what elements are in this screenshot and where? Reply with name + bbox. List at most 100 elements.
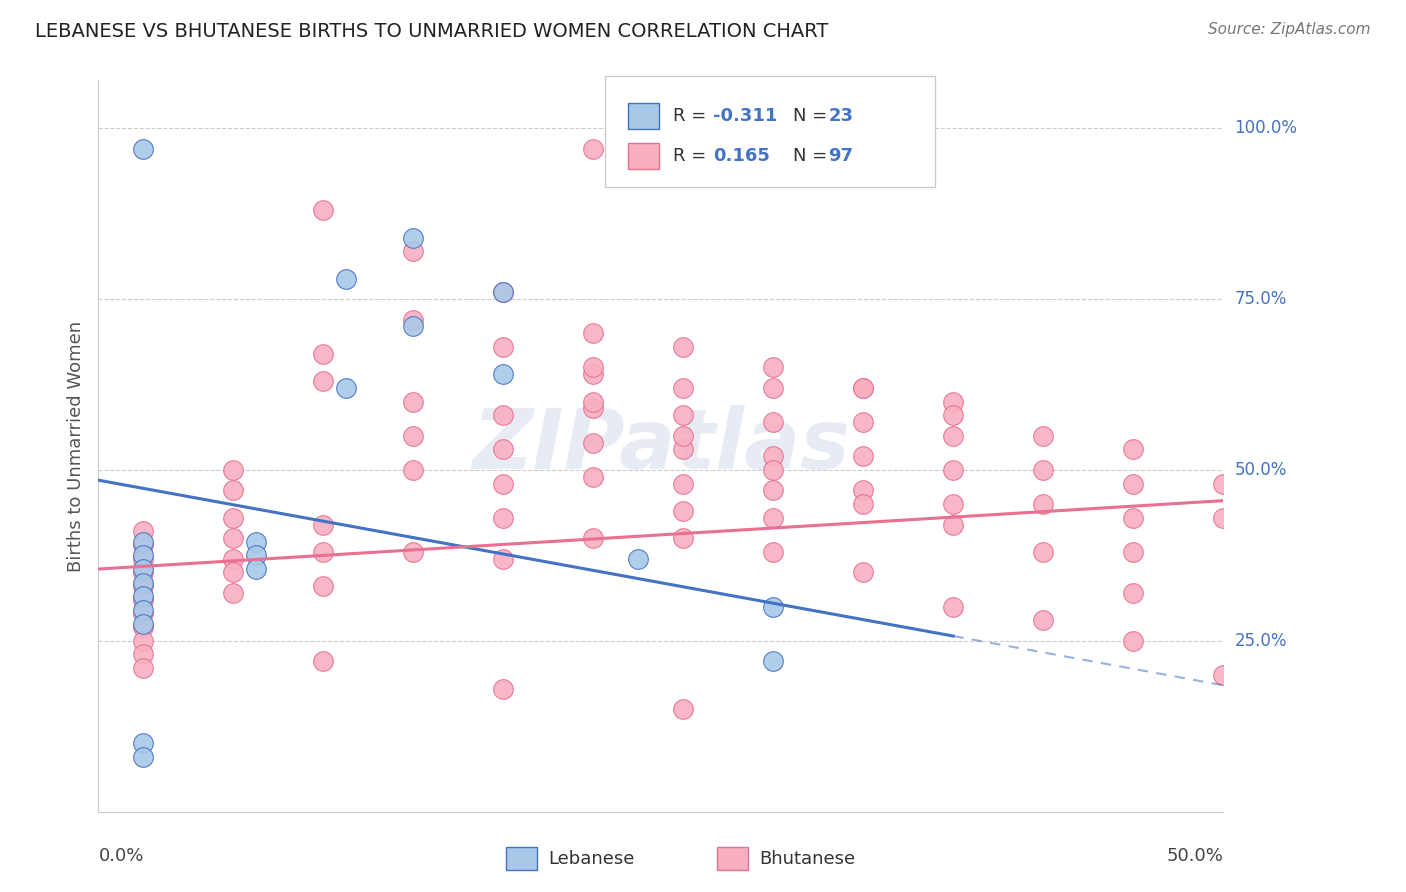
- Point: [582, 435, 605, 450]
- Point: [762, 381, 785, 395]
- Point: [402, 394, 425, 409]
- Point: [132, 620, 155, 634]
- Text: Source: ZipAtlas.com: Source: ZipAtlas.com: [1208, 22, 1371, 37]
- Text: ZIPatlas: ZIPatlas: [472, 406, 849, 486]
- Point: [1212, 668, 1234, 682]
- Point: [942, 409, 965, 423]
- Point: [942, 497, 965, 511]
- Text: 97: 97: [828, 147, 853, 165]
- Point: [582, 142, 605, 156]
- Text: N =: N =: [793, 107, 832, 125]
- Point: [132, 534, 155, 549]
- Point: [672, 702, 695, 716]
- Point: [942, 394, 965, 409]
- Text: R =: R =: [673, 147, 718, 165]
- Point: [582, 360, 605, 375]
- Point: [132, 549, 155, 563]
- Point: [852, 449, 875, 463]
- Point: [852, 415, 875, 429]
- Point: [582, 531, 605, 545]
- Point: [222, 531, 245, 545]
- Point: [492, 285, 515, 300]
- Point: [1032, 613, 1054, 627]
- Point: [942, 517, 965, 532]
- Point: [582, 326, 605, 341]
- Text: 23: 23: [828, 107, 853, 125]
- Point: [132, 562, 155, 576]
- Point: [312, 654, 335, 668]
- Point: [672, 442, 695, 457]
- Point: [132, 648, 155, 662]
- Point: [1122, 442, 1144, 457]
- Point: [762, 415, 785, 429]
- Point: [1122, 633, 1144, 648]
- Point: [672, 142, 695, 156]
- Point: [762, 483, 785, 498]
- Point: [762, 510, 785, 524]
- Point: [132, 551, 155, 566]
- Point: [132, 575, 155, 590]
- Point: [852, 381, 875, 395]
- Point: [312, 203, 335, 218]
- Point: [1032, 497, 1054, 511]
- Point: [672, 381, 695, 395]
- Point: [132, 736, 155, 750]
- Point: [492, 510, 515, 524]
- Text: Lebanese: Lebanese: [548, 849, 634, 868]
- Point: [132, 750, 155, 764]
- Point: [492, 409, 515, 423]
- Point: [762, 360, 785, 375]
- Point: [1122, 476, 1144, 491]
- Point: [942, 599, 965, 614]
- Point: [402, 244, 425, 259]
- Point: [1122, 545, 1144, 559]
- Point: [852, 566, 875, 580]
- Point: [762, 599, 785, 614]
- Point: [582, 368, 605, 382]
- Point: [132, 633, 155, 648]
- Text: 25.0%: 25.0%: [1234, 632, 1286, 650]
- Point: [335, 271, 357, 285]
- Point: [132, 538, 155, 552]
- Point: [672, 340, 695, 354]
- Point: [132, 603, 155, 617]
- Point: [492, 681, 515, 696]
- Point: [312, 347, 335, 361]
- Text: LEBANESE VS BHUTANESE BIRTHS TO UNMARRIED WOMEN CORRELATION CHART: LEBANESE VS BHUTANESE BIRTHS TO UNMARRIE…: [35, 22, 828, 41]
- Point: [582, 469, 605, 483]
- Point: [492, 285, 515, 300]
- Point: [245, 534, 267, 549]
- Text: 0.165: 0.165: [713, 147, 769, 165]
- Point: [852, 381, 875, 395]
- Text: 50.0%: 50.0%: [1234, 461, 1286, 479]
- Point: [312, 517, 335, 532]
- Point: [492, 551, 515, 566]
- Point: [852, 497, 875, 511]
- Point: [942, 463, 965, 477]
- Point: [852, 483, 875, 498]
- Text: -0.311: -0.311: [713, 107, 778, 125]
- Point: [402, 429, 425, 443]
- Point: [762, 449, 785, 463]
- Point: [672, 504, 695, 518]
- Point: [582, 394, 605, 409]
- Point: [222, 566, 245, 580]
- Point: [627, 551, 650, 566]
- Point: [492, 442, 515, 457]
- Point: [132, 566, 155, 580]
- Point: [492, 368, 515, 382]
- Point: [1032, 463, 1054, 477]
- Point: [132, 524, 155, 539]
- Point: [132, 592, 155, 607]
- Point: [672, 429, 695, 443]
- Point: [1032, 545, 1054, 559]
- Point: [1032, 429, 1054, 443]
- Point: [402, 463, 425, 477]
- Point: [222, 463, 245, 477]
- Point: [402, 230, 425, 244]
- Point: [245, 562, 267, 576]
- Y-axis label: Births to Unmarried Women: Births to Unmarried Women: [66, 320, 84, 572]
- Point: [132, 607, 155, 621]
- Point: [942, 429, 965, 443]
- Point: [492, 340, 515, 354]
